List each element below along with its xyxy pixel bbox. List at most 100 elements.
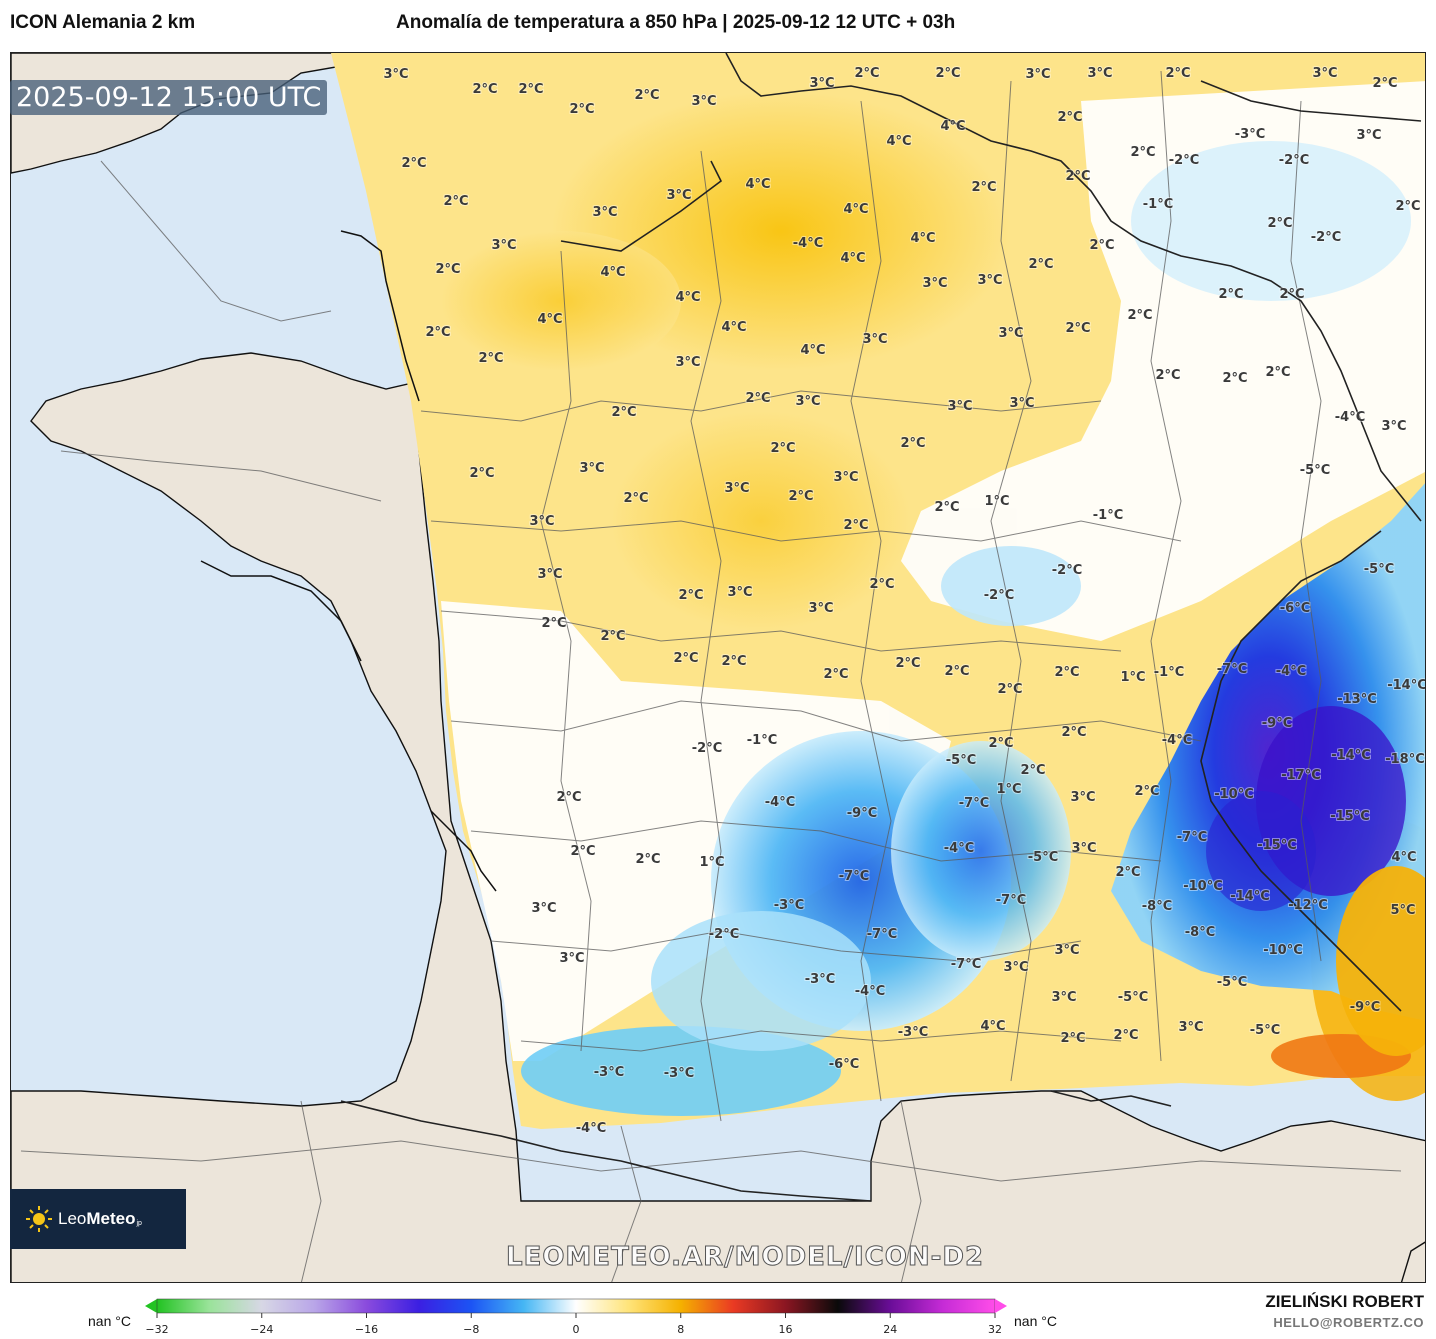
anomaly-label: 4°C [886,134,911,149]
anomaly-label: 2°C [1134,784,1159,799]
colorbar-max-arrow [995,1299,1007,1313]
anomaly-label: -1°C [1143,197,1173,212]
anomaly-label: -2°C [1169,153,1199,168]
anomaly-label: 3°C [559,951,584,966]
anomaly-label: 2°C [1165,66,1190,81]
anomaly-label: 4°C [537,312,562,327]
anomaly-label: 2°C [1020,763,1045,778]
anomaly-label: 3°C [666,188,691,203]
anomaly-label: -17°C [1281,768,1321,783]
anomaly-label: -4°C [1162,733,1192,748]
anomaly-label: 2°C [635,852,660,867]
temperature-anomaly-map[interactable]: 3°C 2°C 2°C 2°C 2°C 3°C 3°C 2°C 2°C 3°C 3°C 2°C 3°C 2… [10,52,1426,1283]
anomaly-label: 3°C [675,355,700,370]
anomaly-label: 2°C [971,180,996,195]
anomaly-label: -4°C [793,236,823,251]
anomaly-label: 2°C [900,436,925,451]
anomaly-label: 2°C [1113,1028,1138,1043]
anomaly-label: 3°C [862,332,887,347]
anomaly-label: -2°C [1279,153,1309,168]
colorbar-tick-label: 24 [883,1323,897,1336]
leometeo-logo[interactable]: LeoMeteo jp [10,1189,186,1249]
anomaly-label: 2°C [1060,1031,1085,1046]
anomaly-label: 2°C [721,654,746,669]
anomaly-label: 2°C [556,790,581,805]
colorbar-tick-label: 16 [779,1323,793,1336]
anomaly-label: -2°C [709,927,739,942]
anomaly-label: 3°C [1178,1020,1203,1035]
colorbar-tick-label: −24 [250,1323,273,1336]
anomaly-label: 3°C [1054,943,1079,958]
anomaly-label: -14°C [1230,889,1270,904]
anomaly-label: 4°C [910,231,935,246]
anomaly-label: -9°C [1262,716,1292,731]
anomaly-label: 3°C [491,238,516,253]
anomaly-label: 2°C [1061,725,1086,740]
anomaly-label: -1°C [1154,665,1184,680]
anomaly-label: -7°C [1217,662,1247,677]
anomaly-label: 2°C [443,194,468,209]
anomaly-label: 2°C [611,405,636,420]
anomaly-label: 2°C [425,325,450,340]
anomaly-label: 3°C [1356,128,1381,143]
anomaly-label: 2°C [944,664,969,679]
chart-title: Anomalía de temperatura a 850 hPa | 2025… [396,12,956,33]
anomaly-label: -7°C [839,869,869,884]
anomaly-label: -4°C [765,795,795,810]
anomaly-label: 4°C [600,265,625,280]
anomaly-label: 3°C [1003,960,1028,975]
anomaly-label: 1°C [996,782,1021,797]
anomaly-label: 2°C [1279,287,1304,302]
author-email[interactable]: HELLO@ROBERTZ.CO [1273,1315,1424,1330]
anomaly-label: 3°C [1381,419,1406,434]
anomaly-label: -4°C [1276,664,1306,679]
anomaly-label: -4°C [855,984,885,999]
anomaly-label: -3°C [1235,127,1265,142]
watermark-url: LEOMETEO.AR/MODEL/ICON-D2 [505,1242,985,1273]
anomaly-label: -14°C [1331,748,1371,763]
anomaly-label: 2°C [997,682,1022,697]
cold-anomaly-field [521,141,1425,1116]
anomaly-label: 2°C [934,500,959,515]
anomaly-label: -7°C [996,893,1026,908]
colorbar-min-arrow [145,1299,157,1313]
anomaly-label: 3°C [1070,790,1095,805]
anomaly-label: 4°C [1391,850,1416,865]
anomaly-label: 2°C [472,82,497,97]
anomaly-label: 3°C [1087,66,1112,81]
sun-icon [26,1206,52,1232]
anomaly-label: 4°C [800,343,825,358]
anomaly-label: 3°C [1025,67,1050,82]
anomaly-label: 2°C [518,82,543,97]
anomaly-label: 2°C [673,651,698,666]
anomaly-label: -2°C [1311,230,1341,245]
colorbar-tick-label: −8 [463,1323,479,1336]
anomaly-label: 3°C [1009,396,1034,411]
anomaly-label: -10°C [1263,943,1303,958]
anomaly-label: 4°C [840,251,865,266]
anomaly-label: -9°C [1350,1000,1380,1015]
anomaly-label: 2°C [678,588,703,603]
colorbar-left-label: nan °C [88,1313,131,1329]
anomaly-label: 3°C [592,205,617,220]
anomaly-label: 2°C [1265,365,1290,380]
anomaly-label: 2°C [1089,238,1114,253]
anomaly-label: 2°C [895,656,920,671]
anomaly-label: 3°C [529,514,554,529]
anomaly-label: 2°C [745,391,770,406]
anomaly-label: 2°C [1222,371,1247,386]
anomaly-label: -5°C [1250,1023,1280,1038]
anomaly-label: -5°C [1300,463,1330,478]
anomaly-label: 4°C [745,177,770,192]
anomaly-label: -8°C [1185,925,1215,940]
anomaly-label: -3°C [594,1065,624,1080]
anomaly-label: -2°C [984,588,1014,603]
anomaly-label: -7°C [959,796,989,811]
anomaly-label: -7°C [1177,830,1207,845]
colorbar-tick-label: 0 [573,1323,580,1336]
anomaly-label: -5°C [1217,975,1247,990]
anomaly-label: 4°C [940,119,965,134]
anomaly-label: -13°C [1337,692,1377,707]
logo-text: LeoMeteo [58,1209,136,1228]
anomaly-label: -5°C [1118,990,1148,1005]
